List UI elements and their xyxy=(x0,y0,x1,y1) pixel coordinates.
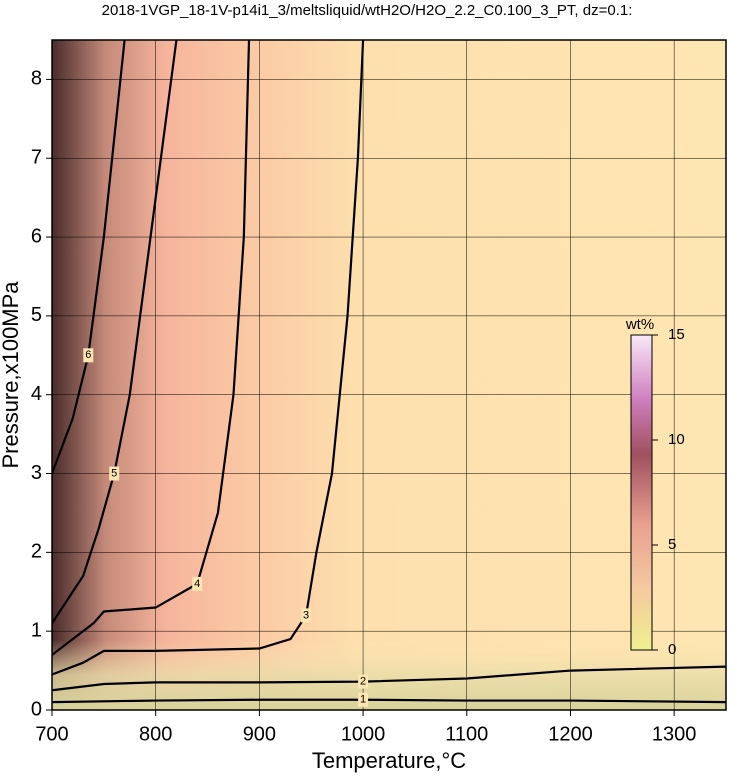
contour-line xyxy=(52,665,726,692)
colorbar-tick-label: 0 xyxy=(668,641,676,658)
plot-area: 1 2 3 4 5 6 xyxy=(52,40,726,710)
plot-frame xyxy=(51,39,727,711)
x-tick-label: 800 xyxy=(139,723,172,745)
x-axis-label: Temperature,°C xyxy=(312,748,466,773)
contour-label: 1 xyxy=(360,694,366,706)
y-tick-label: 5 xyxy=(31,304,42,326)
y-axis-label: Pressure,x100MPa xyxy=(0,281,23,469)
x-tick-label: 900 xyxy=(243,723,276,745)
y-tick-label: 8 xyxy=(31,68,42,90)
y-tick-label: 1 xyxy=(31,619,42,641)
colorbar-label: wt% xyxy=(625,316,654,333)
y-tick-label: 0 xyxy=(31,698,42,720)
plot-background xyxy=(52,40,726,710)
chart-title: 2018-1VGP_18-1V-p14i1_3/meltsliquid/wtH2… xyxy=(102,2,633,19)
contour-label: 3 xyxy=(303,609,309,621)
contour-label-bg xyxy=(358,692,369,707)
contour-label-bg xyxy=(83,348,94,363)
contour-label-bg xyxy=(109,466,120,481)
x-tick-label: 1000 xyxy=(341,723,386,745)
x-tick-label: 1200 xyxy=(548,723,593,745)
contour-label-bg xyxy=(192,576,203,591)
colorbar xyxy=(630,334,653,651)
colorbar-tick-label: 15 xyxy=(668,326,685,343)
colorbar-tick-label: 10 xyxy=(668,431,685,448)
colorbar-tick-label: 5 xyxy=(668,536,676,553)
contour-label: 5 xyxy=(111,467,117,479)
y-tick-label: 4 xyxy=(31,383,42,405)
x-tick-label: 1100 xyxy=(445,723,488,745)
y-tick-label: 7 xyxy=(31,147,42,169)
y-tick-label: 2 xyxy=(31,541,42,563)
contour-label-bg xyxy=(358,674,369,689)
contour-label: 6 xyxy=(85,349,91,361)
y-tick-label: 3 xyxy=(31,462,42,484)
x-tick-label: 700 xyxy=(35,723,68,745)
contour-line xyxy=(52,40,365,676)
y-tick-label: 6 xyxy=(31,225,42,247)
contour-label-bg xyxy=(301,608,312,623)
contour-label: 4 xyxy=(194,578,200,590)
contour-label: 2 xyxy=(360,676,366,688)
x-tick-label: 1300 xyxy=(652,723,697,745)
